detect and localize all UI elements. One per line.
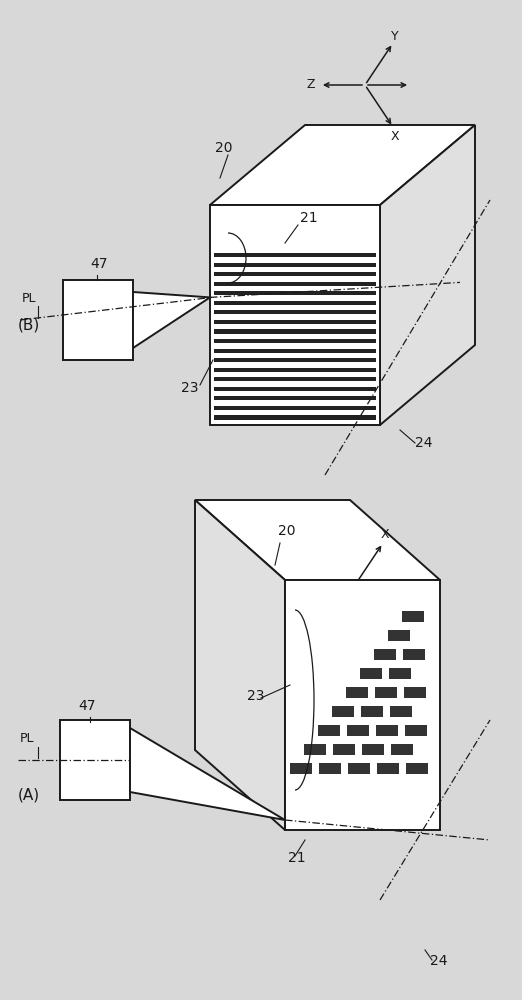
Text: 20: 20	[215, 141, 232, 155]
Polygon shape	[360, 668, 382, 679]
Polygon shape	[290, 763, 312, 774]
Text: PL: PL	[22, 292, 37, 305]
Text: 21: 21	[288, 851, 305, 865]
Text: Y: Y	[381, 631, 389, 644]
Polygon shape	[195, 500, 285, 830]
Polygon shape	[390, 706, 412, 717]
Text: (B): (B)	[18, 318, 40, 333]
Polygon shape	[214, 387, 376, 391]
Polygon shape	[319, 763, 341, 774]
Polygon shape	[380, 125, 475, 425]
Polygon shape	[404, 687, 426, 698]
Text: 24: 24	[415, 436, 433, 450]
Polygon shape	[333, 744, 355, 755]
Polygon shape	[374, 649, 396, 660]
Polygon shape	[375, 687, 397, 698]
Polygon shape	[214, 272, 376, 276]
Polygon shape	[388, 630, 410, 641]
Polygon shape	[318, 725, 340, 736]
Text: X: X	[390, 130, 399, 143]
Polygon shape	[347, 725, 369, 736]
Polygon shape	[214, 320, 376, 324]
Text: PL: PL	[20, 732, 34, 745]
Polygon shape	[210, 125, 475, 205]
Polygon shape	[214, 406, 376, 410]
Text: 20: 20	[278, 524, 295, 538]
Polygon shape	[214, 358, 376, 362]
Polygon shape	[130, 728, 285, 820]
Polygon shape	[214, 368, 376, 372]
Polygon shape	[304, 744, 326, 755]
Polygon shape	[402, 611, 424, 622]
Text: 21: 21	[300, 211, 317, 225]
Polygon shape	[214, 291, 376, 295]
Polygon shape	[285, 580, 440, 830]
Text: (A): (A)	[18, 788, 40, 803]
Polygon shape	[405, 725, 427, 736]
Text: Z: Z	[307, 79, 315, 92]
Polygon shape	[214, 301, 376, 305]
Polygon shape	[389, 668, 411, 679]
Polygon shape	[214, 415, 376, 420]
Polygon shape	[195, 500, 440, 580]
Polygon shape	[60, 720, 130, 800]
Text: X: X	[381, 528, 389, 542]
Polygon shape	[348, 763, 370, 774]
Polygon shape	[210, 205, 380, 425]
Polygon shape	[214, 329, 376, 334]
Polygon shape	[362, 744, 384, 755]
Text: 24: 24	[430, 954, 447, 968]
Polygon shape	[214, 396, 376, 400]
Polygon shape	[377, 763, 399, 774]
Text: Y: Y	[391, 30, 399, 43]
Polygon shape	[214, 339, 376, 343]
Text: 23: 23	[247, 689, 265, 703]
Polygon shape	[214, 310, 376, 314]
Polygon shape	[133, 292, 210, 348]
Text: 47: 47	[78, 699, 96, 713]
Text: 47: 47	[90, 257, 108, 271]
Polygon shape	[214, 263, 376, 267]
Polygon shape	[63, 280, 133, 360]
Polygon shape	[214, 349, 376, 353]
Polygon shape	[376, 725, 398, 736]
Polygon shape	[406, 763, 428, 774]
Polygon shape	[391, 744, 413, 755]
Polygon shape	[214, 377, 376, 381]
Polygon shape	[214, 253, 376, 257]
Polygon shape	[214, 282, 376, 286]
Polygon shape	[361, 706, 383, 717]
Polygon shape	[346, 687, 368, 698]
Text: 23: 23	[181, 381, 198, 395]
Polygon shape	[332, 706, 354, 717]
Text: Z: Z	[296, 578, 305, 591]
Polygon shape	[403, 649, 425, 660]
